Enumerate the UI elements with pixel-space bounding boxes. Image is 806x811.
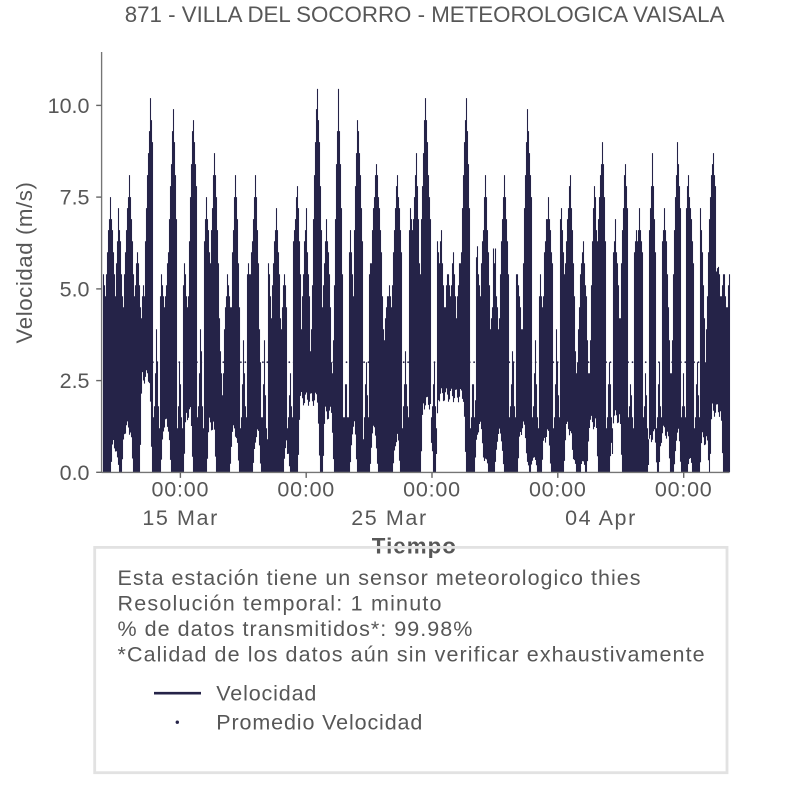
svg-text:0.0: 0.0 [60,461,90,485]
svg-text:Esta estación tiene un sensor: Esta estación tiene un sensor meteorolog… [118,566,642,590]
svg-text:00:00: 00:00 [655,478,713,502]
svg-text:00:00: 00:00 [152,478,210,502]
svg-text:2.5: 2.5 [60,369,90,393]
svg-text:15 Mar: 15 Mar [142,506,219,530]
svg-text:04 Apr: 04 Apr [565,506,637,530]
svg-text:00:00: 00:00 [529,478,587,502]
svg-text:10.0: 10.0 [48,94,90,118]
svg-text:Resolución temporal: 1 minuto: Resolución temporal: 1 minuto [118,592,443,616]
svg-text:25 Mar: 25 Mar [351,506,428,530]
svg-text:Velocidad: Velocidad [216,682,317,706]
svg-text:Velocidad (m/s): Velocidad (m/s) [12,182,37,344]
svg-text:871 - VILLA DEL SOCORRO - METE: 871 - VILLA DEL SOCORRO - METEOROLOGICA … [125,2,725,27]
svg-text:Promedio Velocidad: Promedio Velocidad [216,711,423,735]
svg-text:00:00: 00:00 [277,478,335,502]
svg-text:Tiempo: Tiempo [372,534,457,559]
svg-text:% de datos transmitidos*: 99.9: % de datos transmitidos*: 99.98% [118,617,474,641]
svg-text:00:00: 00:00 [403,478,461,502]
svg-text:7.5: 7.5 [60,186,90,210]
svg-text:*Calidad de los datos aún sin: *Calidad de los datos aún sin verificar … [118,642,706,666]
svg-text:5.0: 5.0 [60,278,90,302]
